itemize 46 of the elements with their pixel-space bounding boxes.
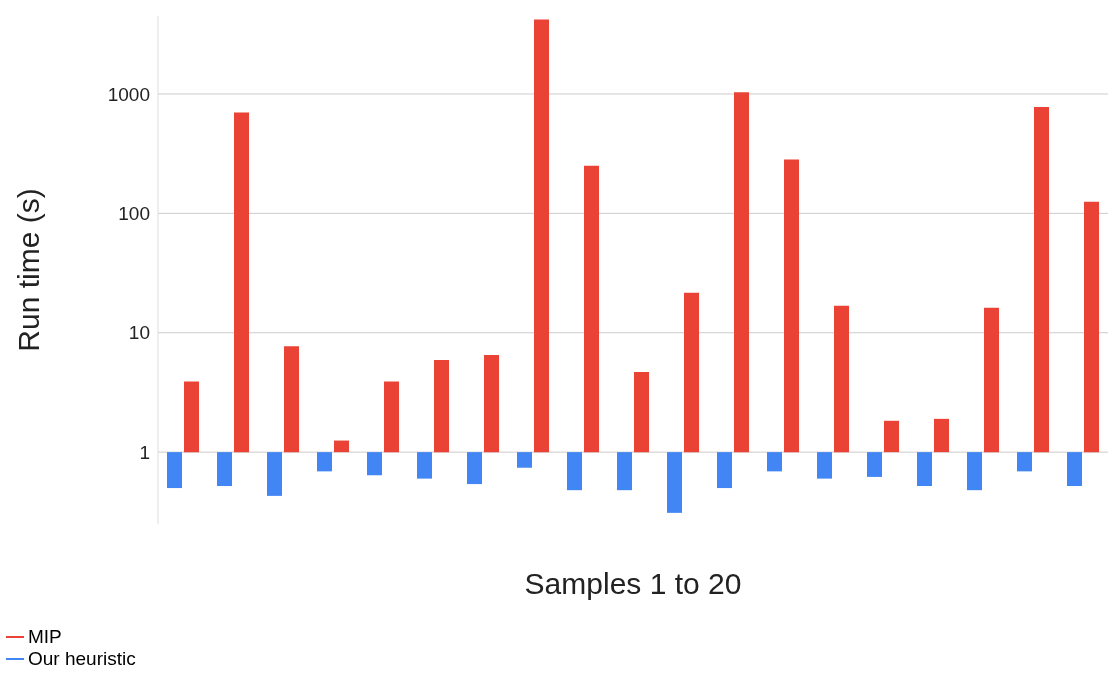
bar bbox=[184, 381, 199, 453]
bar bbox=[384, 381, 399, 453]
bar bbox=[784, 159, 799, 453]
bar bbox=[767, 452, 782, 472]
bar bbox=[434, 360, 449, 453]
bar bbox=[684, 292, 699, 453]
bar bbox=[717, 452, 732, 489]
bar bbox=[984, 307, 999, 453]
bar bbox=[1017, 452, 1032, 472]
bar bbox=[834, 305, 849, 453]
bar bbox=[584, 165, 599, 453]
bar bbox=[734, 92, 749, 453]
x-axis-title: Samples 1 to 20 bbox=[524, 567, 742, 600]
bar bbox=[667, 452, 682, 513]
bar bbox=[617, 452, 632, 491]
bar bbox=[334, 440, 349, 453]
bar bbox=[634, 371, 649, 453]
bar bbox=[534, 19, 549, 453]
bar bbox=[417, 452, 432, 479]
bar bbox=[934, 418, 949, 453]
bar bbox=[1084, 201, 1099, 453]
y-axis-title: Run time (s) bbox=[11, 188, 45, 352]
bar bbox=[917, 452, 932, 487]
bar bbox=[817, 452, 832, 479]
bar bbox=[1034, 107, 1049, 453]
legend-label: Our heuristic bbox=[28, 648, 136, 670]
y-tick-label: 10 bbox=[128, 322, 150, 344]
bar bbox=[867, 452, 882, 477]
y-tick-label: 100 bbox=[118, 203, 150, 225]
bar bbox=[967, 452, 982, 491]
bar bbox=[567, 452, 582, 491]
bar bbox=[234, 112, 249, 453]
legend-label: MIP bbox=[28, 626, 62, 648]
bar bbox=[217, 452, 232, 487]
bar bbox=[517, 452, 532, 468]
bar bbox=[167, 452, 182, 489]
bar bbox=[467, 452, 482, 485]
bar bbox=[367, 452, 382, 476]
bar bbox=[884, 420, 899, 453]
bar bbox=[317, 452, 332, 472]
bar bbox=[267, 452, 282, 496]
y-tick-label: 1000 bbox=[107, 83, 150, 105]
bar bbox=[484, 355, 499, 453]
bar bbox=[1067, 452, 1082, 487]
y-tick-label: 1 bbox=[139, 441, 150, 463]
bar bbox=[284, 346, 299, 453]
